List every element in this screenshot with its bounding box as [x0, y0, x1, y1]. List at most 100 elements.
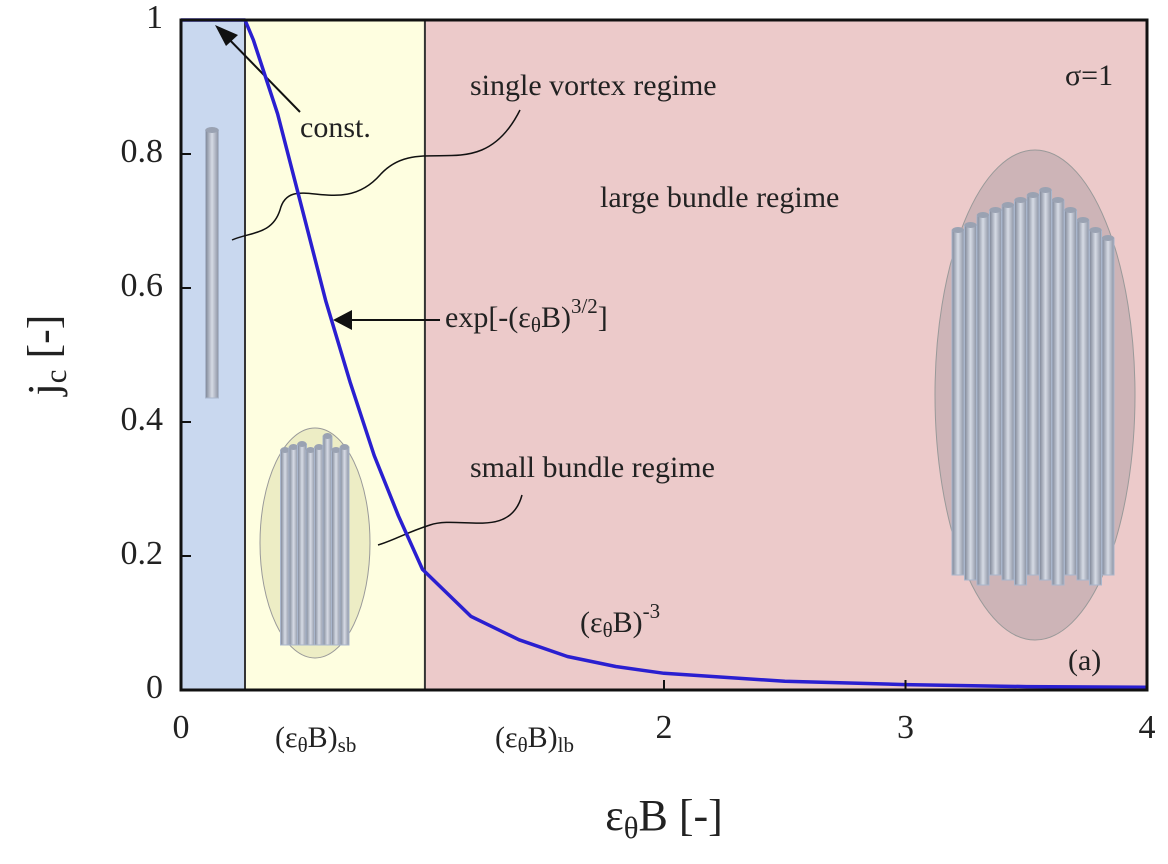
vortex-end — [1077, 217, 1089, 223]
vortex-end — [306, 447, 315, 453]
annotation: single vortex regime — [470, 69, 717, 102]
annotation-part: (ε — [275, 721, 298, 754]
y-tick-label: 0.6 — [121, 267, 164, 304]
decor — [205, 25, 1136, 659]
annotation: (εθB)lb — [495, 721, 574, 757]
leader — [377, 494, 523, 546]
vortex — [951, 229, 965, 576]
vortex-end — [331, 447, 341, 453]
y-axis-label-part: j — [19, 383, 68, 397]
vortex-end — [1089, 227, 1102, 233]
annotation: large bundle regime — [600, 181, 839, 214]
annotation-part: const. — [300, 111, 371, 144]
annotation-part: exp[-(ε — [445, 301, 531, 334]
vortex — [331, 449, 341, 646]
vortex — [1026, 194, 1040, 576]
vortex-end — [989, 207, 1002, 213]
vortex-end — [964, 222, 977, 228]
vortex — [314, 446, 324, 646]
vortex-end — [1102, 235, 1114, 241]
vortex-end — [323, 433, 332, 439]
vortex-end — [1064, 207, 1077, 213]
vortex — [976, 214, 990, 586]
vortex-end — [289, 444, 298, 450]
vortex — [297, 443, 307, 646]
annotation: (a) — [1068, 644, 1101, 677]
vortex — [1051, 199, 1065, 586]
vortex — [1014, 199, 1027, 586]
arrowhead — [333, 310, 352, 330]
annotation: σ=1 — [1065, 59, 1113, 92]
vortex — [339, 446, 350, 646]
y-tick-label: 0.2 — [121, 535, 164, 572]
annotation-part: B) — [528, 721, 558, 754]
vortex-end — [314, 444, 324, 450]
annotation-part: B) — [613, 606, 643, 639]
vortex — [288, 446, 299, 646]
vortex-end — [297, 441, 307, 447]
annotation-part: ] — [598, 301, 608, 334]
y-axis-label: jc [-] — [19, 315, 73, 398]
x-axis-label: εθB [-] — [605, 791, 723, 845]
vortex-end — [1002, 202, 1014, 208]
vortex-end — [1027, 192, 1039, 198]
annotation-part: large bundle regime — [600, 181, 839, 214]
annotation-part: B) — [308, 721, 338, 754]
x-axis-label-part: ε — [605, 791, 623, 840]
annotation-part: θ — [298, 733, 308, 757]
annotation: const. — [300, 111, 371, 144]
arrow — [221, 31, 301, 113]
y-tick-label: 1 — [146, 0, 163, 36]
vortex — [1076, 219, 1090, 581]
vortex-end — [1039, 187, 1052, 193]
vortex-end — [205, 127, 219, 133]
annotation-part: (ε — [580, 606, 603, 639]
annotation: exp[-(εθB)3/2] — [445, 294, 608, 337]
x-axis-label-part: θ — [624, 811, 639, 845]
vortex — [1001, 204, 1015, 581]
vortex — [1101, 237, 1115, 576]
x-tick-label: 0 — [173, 709, 190, 746]
vortex — [1039, 189, 1052, 581]
annotation-part: sb — [338, 733, 357, 757]
annotation-part: θ — [531, 313, 541, 337]
annotation: (εθB)-3 — [580, 599, 660, 642]
y-axis-label-part: c — [39, 370, 73, 384]
vortex-end — [952, 227, 964, 233]
y-axis-label-part: [-] — [19, 315, 68, 370]
annotation-part: B) — [541, 301, 571, 334]
annotation-part: (a) — [1068, 644, 1101, 677]
annotation-part: small bundle regime — [470, 451, 715, 484]
x-tick-label: 3 — [897, 709, 914, 746]
x-tick-label: 2 — [656, 709, 673, 746]
annotation: small bundle regime — [470, 451, 715, 484]
vortex-end — [280, 447, 290, 453]
arrowhead — [215, 25, 238, 46]
curve — [181, 18, 1148, 690]
annotation-part: θ — [603, 618, 613, 642]
vortex — [989, 209, 1002, 576]
vortex — [322, 435, 333, 646]
annotation-part: single vortex regime — [470, 69, 717, 102]
annotation-part: -3 — [643, 599, 661, 623]
y-tick-label: 0 — [146, 669, 163, 706]
vortex — [305, 449, 316, 646]
vortex — [1089, 229, 1102, 586]
annotation-part: lb — [558, 733, 574, 757]
x-axis-label-part: B [-] — [638, 791, 722, 840]
annotation-part: 3/2 — [571, 294, 598, 318]
y-tick-label: 0.8 — [121, 133, 164, 170]
annotation-part: (ε — [495, 721, 518, 754]
annotation: (εθB)sb — [275, 721, 356, 757]
vortex-end — [977, 212, 989, 218]
vortex — [964, 224, 977, 581]
y-tick-label: 0.4 — [121, 401, 164, 438]
vortex — [205, 129, 219, 399]
vortex-end — [1014, 197, 1027, 203]
annotation-part: σ=1 — [1065, 59, 1113, 92]
vortex-end — [340, 444, 349, 450]
vortex — [280, 449, 290, 646]
